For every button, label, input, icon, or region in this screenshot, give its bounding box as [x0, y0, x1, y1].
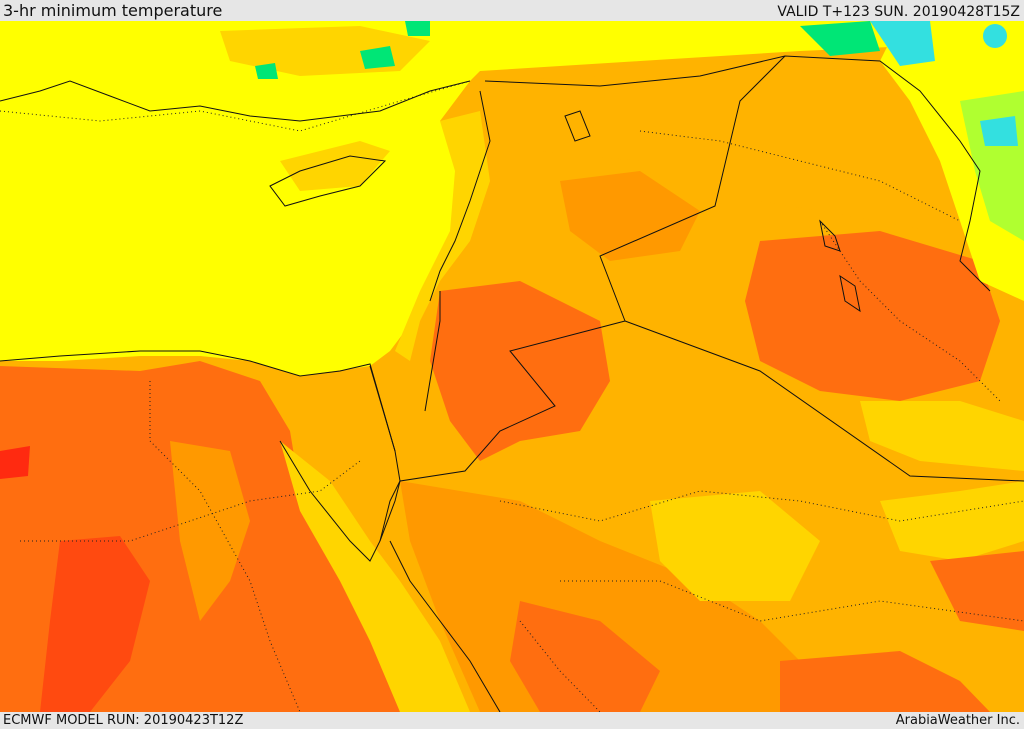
header-bar: 3-hr minimum temperature VALID T+123 SUN…: [0, 0, 1024, 21]
arabia-yellow-patch: [650, 491, 820, 601]
red-sea-strip: [280, 441, 470, 712]
footer-bar: ECMWF MODEL RUN: 20190423T12Z ArabiaWeat…: [0, 712, 1024, 729]
egypt-red-strip: [40, 536, 150, 712]
cyprus-gold: [280, 141, 390, 191]
egypt-red-core: [0, 446, 30, 479]
levant-hot-zone: [430, 281, 610, 461]
iraq-hot-zone: [745, 231, 1000, 401]
cold-green-4: [405, 21, 430, 36]
arabia-dark-patch: [510, 601, 660, 712]
cold-green-2: [360, 46, 395, 69]
north-band: [480, 71, 990, 241]
map-canvas: [0, 21, 1024, 712]
iran-cyan-2: [983, 24, 1007, 48]
map-title: 3-hr minimum temperature: [3, 1, 223, 20]
levant-coast-strip: [395, 111, 490, 361]
cold-green-3: [255, 63, 278, 79]
iran-yellow: [880, 21, 1024, 301]
arabia-dark-southeast: [780, 651, 990, 712]
syria-hot-patch: [560, 171, 700, 261]
model-run-label: ECMWF MODEL RUN: 20190423T12Z: [3, 713, 244, 728]
temperature-map[interactable]: [0, 21, 1024, 712]
iran-cyan-3: [980, 116, 1018, 146]
arabia-dark-east: [930, 551, 1024, 631]
cold-green-1: [800, 21, 880, 56]
arabia-south-band: [400, 481, 840, 712]
coastlines: [0, 80, 861, 712]
admin-borders: [0, 80, 1024, 712]
valid-time-label: VALID T+123 SUN. 20190428T15Z: [777, 4, 1020, 20]
arabia-yellow-east: [880, 481, 1024, 561]
credit-label: ArabiaWeather Inc.: [895, 713, 1020, 728]
egypt-orange-patch: [170, 441, 250, 621]
iraq-yellow-south: [860, 401, 1024, 471]
mediterranean-sea: [0, 21, 470, 376]
iran-cyan-1: [870, 21, 935, 66]
